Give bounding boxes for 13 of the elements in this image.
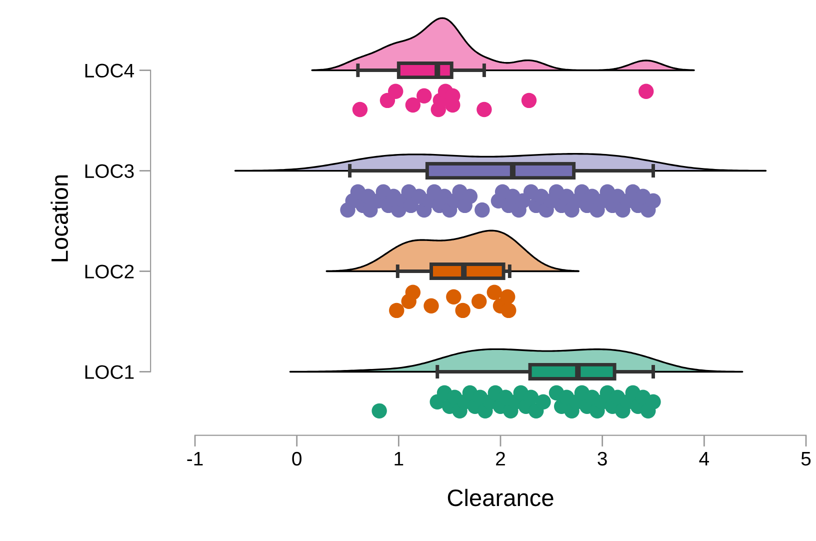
x-tick-label: -1 — [187, 452, 203, 466]
y-tick-label: LOC1 — [85, 365, 134, 379]
y-tick-label: LOC3 — [85, 164, 134, 178]
y-tick-label: LOC4 — [85, 64, 134, 78]
x-tick-label: 4 — [699, 452, 710, 466]
x-tick-label: 2 — [496, 452, 505, 466]
x-tick-label: 3 — [598, 452, 607, 466]
x-tick-label: 0 — [292, 452, 302, 466]
y-tick-label: LOC2 — [85, 264, 134, 278]
x-tick-label: 5 — [801, 452, 811, 466]
x-axis-title: Clearance — [448, 488, 554, 506]
y-axis-title: Location — [50, 175, 68, 262]
x-tick-label: 1 — [394, 452, 404, 466]
